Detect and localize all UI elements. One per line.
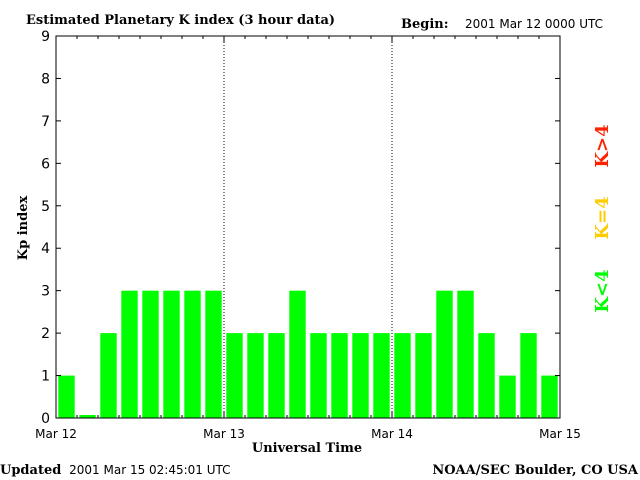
updated-timestamp: 2001 Mar 15 02:45:01 UTC [69, 463, 230, 477]
y-tick-label: 4 [41, 241, 50, 257]
y-tick-label: 1 [41, 369, 50, 385]
kp-bar [205, 290, 222, 418]
bar-series [58, 290, 558, 418]
y-tick-labels: 0 1 2 3 4 5 6 7 8 9 [41, 29, 50, 427]
day-separators [223, 36, 393, 418]
kp-bar [226, 333, 243, 418]
begin-date: 2001 Mar 12 0000 UTC [465, 17, 603, 31]
x-axis-label: Universal Time [252, 441, 362, 456]
kp-bar [457, 290, 474, 418]
kp-bar [436, 290, 453, 418]
y-axis-label: Kp index [16, 196, 31, 261]
y-tick-label: 3 [41, 284, 50, 300]
kp-bar [310, 333, 327, 418]
kp-bar [163, 290, 180, 418]
y-tick-label: 7 [41, 114, 50, 130]
kp-bar [100, 333, 117, 418]
kp-bar [142, 290, 159, 418]
kp-bar [415, 333, 432, 418]
legend-item: K<4 [592, 269, 613, 312]
y-tick-label: 0 [41, 411, 50, 427]
kp-bar [541, 375, 558, 418]
kp-bar [58, 375, 75, 418]
kp-bar [394, 333, 411, 418]
kp-bar [268, 333, 285, 418]
legend-item: K=4 [592, 196, 613, 239]
legend-item: K>4 [592, 124, 613, 167]
updated-text: Updated 2001 Mar 15 02:45:01 UTC [0, 463, 231, 478]
updated-label: Updated [0, 463, 61, 478]
begin-label: Begin: [401, 17, 449, 32]
x-tick-labels: Mar 12 Mar 13 Mar 14 Mar 15 [35, 427, 581, 441]
y-tick-label: 9 [41, 29, 50, 45]
kp-bar [520, 333, 537, 418]
x-tick-label: Mar 13 [203, 427, 245, 441]
legend: K>4 K=4 K<4 [592, 124, 613, 312]
kp-bar [121, 290, 138, 418]
kp-bar [478, 333, 495, 418]
source-credit: NOAA/SEC Boulder, CO USA [432, 463, 639, 478]
kp-bar [79, 415, 96, 418]
kp-bar [289, 290, 306, 418]
x-tick-label: Mar 15 [539, 427, 581, 441]
kp-bar [499, 375, 516, 418]
y-tick-label: 8 [41, 71, 50, 87]
y-tick-label: 2 [41, 326, 50, 342]
kp-bar [373, 333, 390, 418]
x-tick-label: Mar 14 [371, 427, 413, 441]
y-tick-label: 5 [41, 199, 50, 215]
plot-frame [55, 35, 561, 419]
y-tick-label: 6 [41, 156, 50, 172]
kp-bar [184, 290, 201, 418]
kp-bar [331, 333, 348, 418]
kp-bar [352, 333, 369, 418]
x-tick-label: Mar 12 [35, 427, 77, 441]
chart-title: Estimated Planetary K index (3 hour data… [26, 13, 335, 28]
kp-bar [247, 333, 264, 418]
